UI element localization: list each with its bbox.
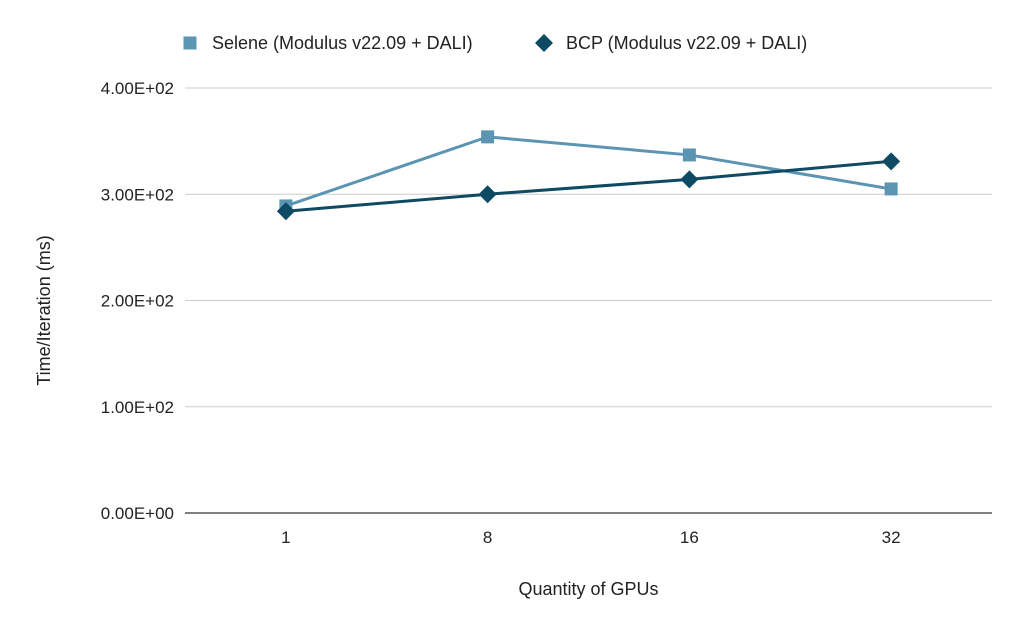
x-tick-label: 8 [483,528,492,547]
legend-label: BCP (Modulus v22.09 + DALI) [566,33,807,53]
data-point-diamond [680,170,699,189]
y-axis-ticks: 0.00E+00 1.00E+02 2.00E+02 3.00E+02 4.00E+02 [101,79,174,523]
x-tick-label: 1 [281,528,290,547]
data-point-diamond [276,202,295,221]
y-tick-label: 1.00E+02 [101,398,174,417]
data-point-diamond [882,152,901,171]
gridlines [185,87,992,408]
x-tick-label: 32 [882,528,901,547]
y-tick-label: 0.00E+00 [101,504,174,523]
x-axis-ticks: 1 8 16 32 [281,528,900,547]
legend-marker-diamond [535,34,553,52]
series-line [285,135,892,208]
data-point-diamond [478,185,497,204]
data-point-square [682,148,696,162]
y-tick-label: 2.00E+02 [101,292,174,311]
series-line [285,159,892,213]
series-bcp [276,152,901,221]
x-tick-label: 16 [680,528,699,547]
data-point-square [481,130,495,144]
y-tick-label: 3.00E+02 [101,185,174,204]
y-axis-title: Time/Iteration (ms) [34,235,54,385]
legend: Selene (Modulus v22.09 + DALI) BCP (Modul… [183,33,807,53]
y-tick-label: 4.00E+02 [101,79,174,98]
series-selene [279,130,898,213]
x-axis-title: Quantity of GPUs [518,579,658,599]
series-layer [276,130,901,221]
legend-marker-square [183,36,197,50]
data-point-square [884,182,898,196]
legend-label: Selene (Modulus v22.09 + DALI) [212,33,473,53]
